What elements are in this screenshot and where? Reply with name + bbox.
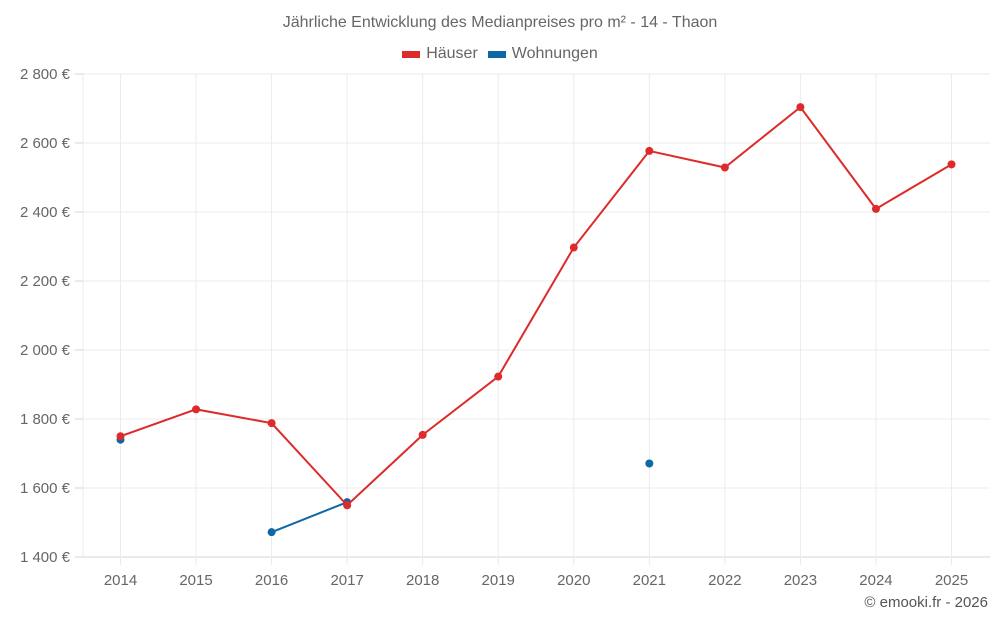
data-point[interactable] bbox=[796, 103, 805, 112]
data-point[interactable] bbox=[645, 146, 654, 155]
data-point[interactable] bbox=[494, 372, 503, 381]
legend-swatch-wohnungen bbox=[487, 50, 506, 58]
x-tick-label: 2021 bbox=[633, 572, 666, 589]
legend-label-wohnungen: Wohnungen bbox=[511, 45, 598, 62]
x-tick-label: 2018 bbox=[406, 572, 439, 589]
series-haeuser bbox=[116, 103, 956, 510]
legend-swatch-haeuser bbox=[402, 50, 421, 58]
y-tick-label: 2 200 € bbox=[20, 273, 71, 290]
grid-lines bbox=[82, 73, 990, 565]
chart-title: Jährliche Entwicklung des Medianpreises … bbox=[282, 14, 718, 31]
x-tick-label: 2014 bbox=[104, 572, 137, 589]
data-point[interactable] bbox=[192, 405, 201, 414]
legend-item-wohnungen[interactable]: Wohnungen bbox=[487, 45, 598, 63]
data-point[interactable] bbox=[418, 430, 427, 439]
x-tick-label: 2025 bbox=[935, 572, 968, 589]
y-axis: 1 400 € 1 600 € 1 800 € 2 000 € 2 200 € 2 400… bbox=[20, 66, 83, 566]
x-axis: 2014 2015 2016 2017 2018 2019 2020 2021 2022 2023… bbox=[104, 572, 968, 589]
series-layer bbox=[116, 103, 956, 537]
x-tick-label: 2020 bbox=[557, 572, 590, 589]
x-tick-label: 2022 bbox=[708, 572, 741, 589]
x-tick-label: 2019 bbox=[482, 572, 515, 589]
credit-text: © emooki.fr - 2026 bbox=[864, 594, 988, 611]
y-tick-label: 2 000 € bbox=[20, 342, 71, 359]
data-point[interactable] bbox=[116, 432, 125, 441]
series-wohnungen bbox=[116, 435, 654, 537]
y-tick-label: 1 600 € bbox=[20, 480, 71, 497]
y-tick-label: 2 800 € bbox=[20, 66, 71, 83]
series-line bbox=[120, 105, 953, 507]
data-point[interactable] bbox=[267, 528, 276, 537]
x-tick-label: 2017 bbox=[330, 572, 363, 589]
data-point[interactable] bbox=[267, 419, 276, 428]
series-line bbox=[271, 501, 348, 534]
x-tick-label: 2015 bbox=[179, 572, 212, 589]
data-point[interactable] bbox=[645, 459, 654, 468]
y-tick-label: 2 400 € bbox=[20, 204, 71, 221]
x-tick-label: 2016 bbox=[255, 572, 288, 589]
legend-item-haeuser[interactable]: Häuser bbox=[402, 45, 478, 63]
y-tick-label: 1 400 € bbox=[20, 549, 71, 566]
data-point[interactable] bbox=[343, 501, 352, 510]
data-point[interactable] bbox=[871, 204, 880, 213]
data-point[interactable] bbox=[720, 163, 729, 172]
legend-label-haeuser: Häuser bbox=[426, 45, 478, 62]
x-tick-label: 2023 bbox=[784, 572, 817, 589]
data-point[interactable] bbox=[947, 160, 956, 169]
data-point[interactable] bbox=[569, 243, 578, 252]
y-tick-label: 1 800 € bbox=[20, 411, 71, 428]
x-tick-label: 2024 bbox=[859, 572, 892, 589]
legend: Häuser Wohnungen bbox=[0, 45, 1000, 63]
y-tick-label: 2 600 € bbox=[20, 135, 71, 152]
